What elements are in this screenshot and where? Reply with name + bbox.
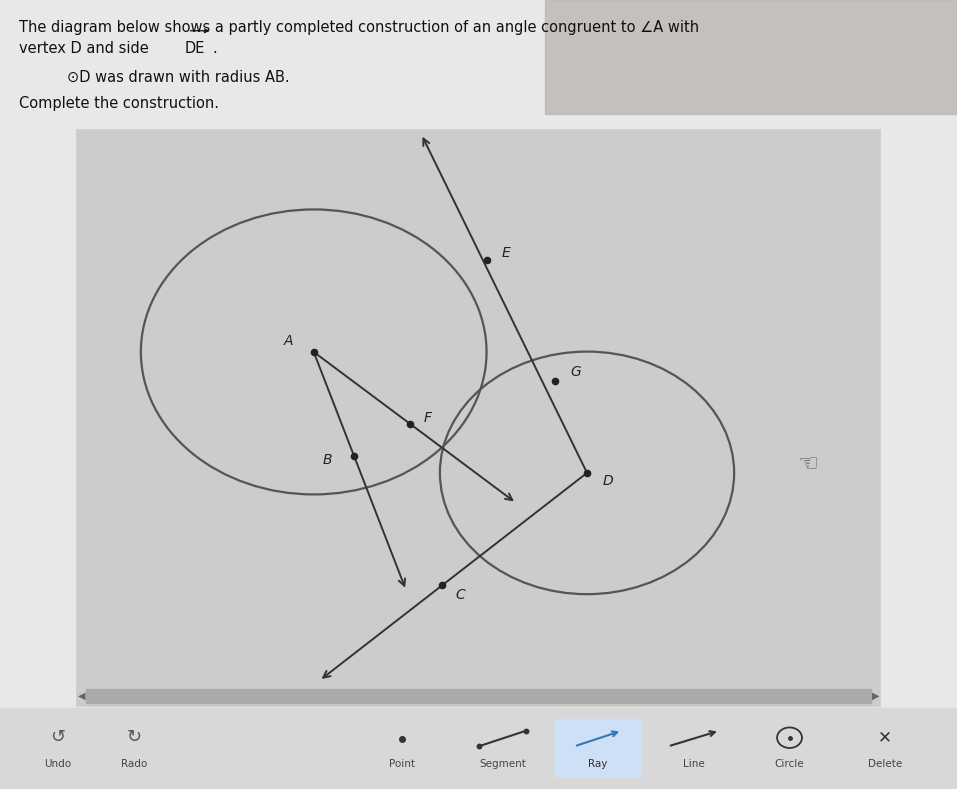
Text: Ray: Ray [589,759,608,768]
Text: ☜: ☜ [797,452,818,477]
Text: ▶: ▶ [872,691,879,701]
Text: ↻: ↻ [126,728,142,746]
Text: Rado: Rado [121,759,147,768]
Bar [86,689,871,703]
Bar [77,130,880,706]
Text: DE: DE [185,41,205,56]
Bar [555,719,641,777]
Text: vertex D and side: vertex D and side [19,41,153,56]
Text: Line: Line [683,759,704,768]
Text: B: B [323,453,332,466]
Text: Circle: Circle [775,759,804,768]
Text: E: E [501,245,510,260]
Text: Point: Point [389,759,415,768]
Text: Delete: Delete [868,759,902,768]
Text: ⊙D was drawn with radius AB.: ⊙D was drawn with radius AB. [67,69,290,84]
Text: Segment: Segment [479,759,525,768]
Text: A: A [284,334,294,348]
Text: Undo: Undo [44,759,71,768]
Text: C: C [456,589,465,603]
Text: F: F [423,410,432,424]
Text: ↺: ↺ [50,728,65,746]
Bar [0,708,957,789]
Text: .: . [212,41,217,56]
Text: ◀: ◀ [78,691,85,701]
Text: D: D [603,473,613,488]
Text: Complete the construction.: Complete the construction. [19,96,219,111]
Bar [545,0,957,114]
Text: The diagram below shows a partly completed construction of an angle congruent to: The diagram below shows a partly complet… [19,20,700,35]
Text: ✕: ✕ [879,729,892,746]
Text: G: G [570,365,581,379]
